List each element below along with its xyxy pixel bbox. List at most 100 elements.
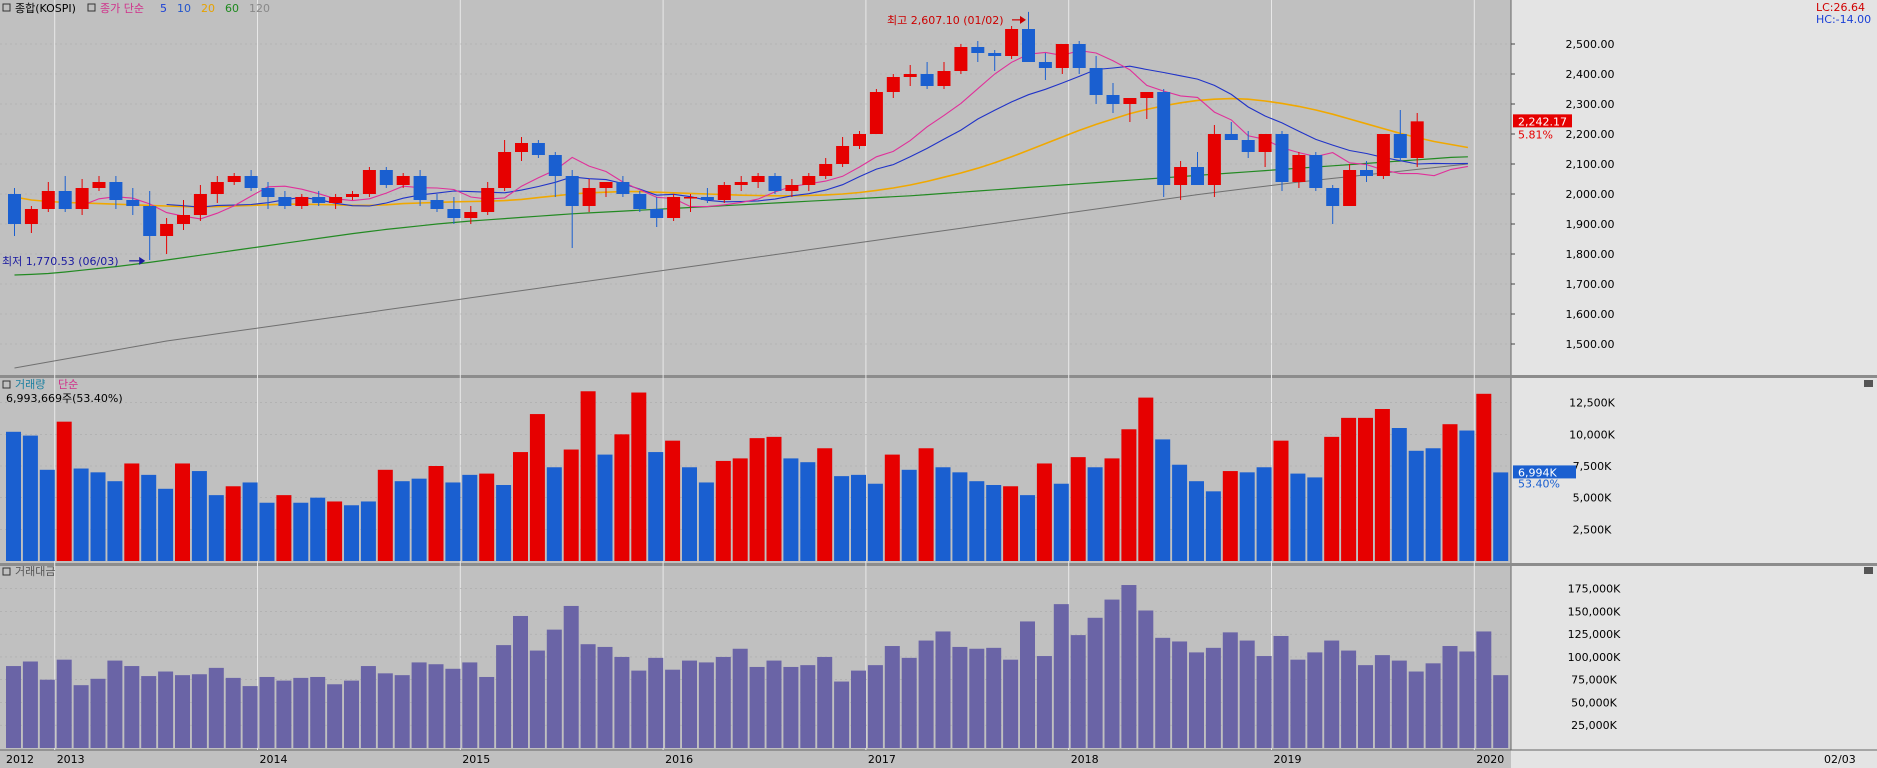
candle[interactable] xyxy=(1224,122,1238,140)
volume-panel-toggle[interactable] xyxy=(2,380,11,389)
value-bar[interactable] xyxy=(1239,640,1255,748)
value-bar[interactable] xyxy=(1070,635,1086,748)
candle-body[interactable] xyxy=(1140,92,1154,98)
volume-bar[interactable] xyxy=(1307,477,1323,561)
volume-bar[interactable] xyxy=(1036,463,1052,561)
value-bar[interactable] xyxy=(377,673,393,748)
value-bar[interactable] xyxy=(6,666,21,748)
candle-body[interactable] xyxy=(819,164,833,176)
volume-bar[interactable] xyxy=(631,392,647,561)
volume-bar[interactable] xyxy=(513,452,528,561)
candle-body[interactable] xyxy=(379,170,393,185)
candle[interactable] xyxy=(1055,44,1069,74)
candle-body[interactable] xyxy=(1191,167,1204,185)
candle-body[interactable] xyxy=(1224,134,1238,140)
volume-bar[interactable] xyxy=(1476,393,1492,561)
value-bar[interactable] xyxy=(276,680,292,748)
candle-body[interactable] xyxy=(565,176,579,206)
candle[interactable] xyxy=(937,62,951,89)
candle-body[interactable] xyxy=(1241,140,1255,152)
candle[interactable] xyxy=(954,44,968,74)
value-bar[interactable] xyxy=(225,677,241,748)
volume-bar[interactable] xyxy=(952,472,968,561)
candle-body[interactable] xyxy=(717,185,731,200)
candle-body[interactable] xyxy=(650,209,664,218)
volume-bar[interactable] xyxy=(1104,458,1120,561)
candle-body[interactable] xyxy=(1326,188,1340,206)
value-bar[interactable] xyxy=(563,605,579,748)
volume-bar[interactable] xyxy=(1324,436,1340,561)
candle[interactable] xyxy=(227,173,241,185)
volume-bar[interactable] xyxy=(715,460,731,561)
candle[interactable] xyxy=(734,176,748,191)
value-bar[interactable] xyxy=(682,660,697,748)
volume-bar[interactable] xyxy=(1273,440,1289,561)
candle[interactable] xyxy=(903,65,917,86)
value-bar[interactable] xyxy=(56,659,72,748)
value-bar[interactable] xyxy=(1172,641,1188,748)
candle[interactable] xyxy=(1174,161,1188,200)
candle-body[interactable] xyxy=(886,77,900,92)
volume-bar[interactable] xyxy=(1003,486,1019,561)
candle[interactable] xyxy=(869,89,883,134)
volume-bar[interactable] xyxy=(360,501,376,561)
value-bar[interactable] xyxy=(918,640,934,748)
value-bar[interactable] xyxy=(90,678,106,748)
volume-bar[interactable] xyxy=(935,467,951,561)
value-bar[interactable] xyxy=(1391,660,1407,748)
candle-body[interactable] xyxy=(177,215,190,224)
candle-body[interactable] xyxy=(1292,155,1306,182)
candle-body[interactable] xyxy=(1055,44,1069,68)
candle-body[interactable] xyxy=(1089,68,1103,95)
value-bar[interactable] xyxy=(1307,652,1323,748)
candle[interactable] xyxy=(362,167,376,197)
candle-body[interactable] xyxy=(1258,134,1272,152)
value-bar[interactable] xyxy=(242,686,258,748)
candle-body[interactable] xyxy=(227,176,241,182)
volume-bar[interactable] xyxy=(783,458,799,561)
volume-bar[interactable] xyxy=(698,482,714,561)
volume-bar[interactable] xyxy=(563,449,579,561)
candle-body[interactable] xyxy=(143,206,157,236)
volume-bar[interactable] xyxy=(580,391,596,561)
candle-body[interactable] xyxy=(700,197,714,200)
candle[interactable] xyxy=(193,185,207,221)
value-bar[interactable] xyxy=(411,662,427,748)
candle[interactable] xyxy=(8,188,21,236)
value-bar[interactable] xyxy=(1205,647,1221,748)
volume-bar[interactable] xyxy=(327,501,343,561)
volume-bar[interactable] xyxy=(107,481,123,561)
volume-bar[interactable] xyxy=(969,481,985,561)
candle[interactable] xyxy=(1005,26,1019,59)
candle[interactable] xyxy=(126,188,140,215)
candle-body[interactable] xyxy=(548,155,562,176)
candle-body[interactable] xyxy=(988,53,1002,56)
candle[interactable] xyxy=(599,182,613,197)
candle[interactable] xyxy=(1410,113,1424,167)
value-bar[interactable] xyxy=(360,666,376,748)
volume-bar[interactable] xyxy=(22,435,38,561)
volume-bar[interactable] xyxy=(124,463,140,561)
candle-body[interactable] xyxy=(498,152,512,188)
candle-body[interactable] xyxy=(58,191,72,209)
candle-body[interactable] xyxy=(92,182,106,188)
candle[interactable] xyxy=(1207,125,1221,197)
value-bar[interactable] xyxy=(901,657,917,748)
volume-bar[interactable] xyxy=(428,466,444,561)
value-bar[interactable] xyxy=(496,645,512,748)
volume-bar[interactable] xyxy=(1155,439,1171,561)
candle[interactable] xyxy=(531,140,545,158)
volume-bar[interactable] xyxy=(242,482,258,561)
value-bar[interactable] xyxy=(208,667,224,748)
candle[interactable] xyxy=(1241,131,1255,158)
candle-body[interactable] xyxy=(312,197,326,203)
value-bar[interactable] xyxy=(462,662,478,748)
candle[interactable] xyxy=(1376,134,1390,179)
candle[interactable] xyxy=(1191,152,1204,185)
value-bar[interactable] xyxy=(1476,631,1492,748)
candle-body[interactable] xyxy=(1038,62,1052,68)
candle[interactable] xyxy=(751,173,765,188)
candle-body[interactable] xyxy=(126,200,140,206)
candle[interactable] xyxy=(667,194,681,221)
candle-body[interactable] xyxy=(1360,170,1373,176)
